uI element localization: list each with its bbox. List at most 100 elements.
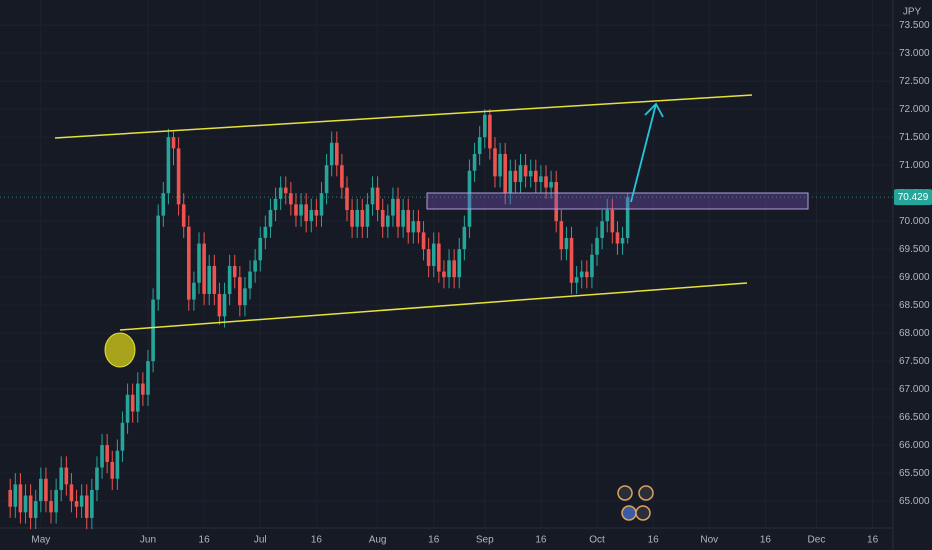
last-price-box <box>894 189 932 206</box>
candle-body <box>391 198 395 216</box>
x-tick-label: 16 <box>311 535 323 546</box>
candle-body <box>375 187 380 210</box>
candle-body <box>401 209 405 227</box>
candle-body <box>49 501 53 513</box>
candle-body <box>217 293 222 317</box>
candle-body <box>590 254 594 278</box>
y-tick-label: 68.500 <box>899 300 930 311</box>
x-tick-label: 16 <box>867 535 879 546</box>
candle-body <box>340 165 344 188</box>
candle-body <box>156 215 160 300</box>
candle-body <box>176 148 181 205</box>
candle-body <box>309 209 314 222</box>
candle-body <box>243 288 247 306</box>
candle-body <box>625 197 630 238</box>
candle-body <box>304 204 308 222</box>
candle-body <box>299 204 303 216</box>
candle-body <box>64 467 69 485</box>
candle-body <box>54 489 58 513</box>
candle-body <box>8 489 13 507</box>
y-tick-label: 72.000 <box>899 104 930 115</box>
channel-lower <box>119 282 748 331</box>
candle-body <box>44 478 48 502</box>
candle-body <box>600 221 604 238</box>
channel-upper <box>54 94 753 139</box>
candle-body <box>380 209 385 227</box>
candle-body <box>125 394 130 423</box>
axes: 65.000 65.500 66.000 66.500 67.000 67.500 68.0… <box>0 20 932 546</box>
x-tick-label: Jul <box>254 535 267 546</box>
candle-body <box>324 165 329 194</box>
candle-body <box>283 187 288 194</box>
marker-circle <box>104 332 136 368</box>
candle-body <box>350 209 354 227</box>
candle-body <box>472 153 477 171</box>
candle-body <box>253 260 257 272</box>
candle-body <box>171 137 176 149</box>
y-tick-label: 66.500 <box>899 412 930 423</box>
candle-body <box>508 170 513 194</box>
candle-body <box>90 489 94 518</box>
y-tick-label: 68.000 <box>899 328 930 339</box>
candle-body <box>39 478 43 502</box>
candle-body <box>135 383 140 412</box>
x-tick-label: 16 <box>760 535 772 546</box>
candle-body <box>18 484 23 513</box>
candle-body <box>69 484 74 502</box>
candle-body <box>84 495 89 518</box>
candle-body <box>329 142 334 166</box>
candle-body <box>258 237 263 261</box>
candle-body <box>426 249 431 266</box>
candle-body <box>273 198 278 210</box>
candle-body <box>79 495 84 507</box>
event-icon <box>617 485 633 501</box>
candle-body <box>396 198 400 227</box>
candle-body <box>105 445 109 462</box>
candle-body <box>513 170 518 182</box>
candle-body <box>202 243 206 294</box>
candle-body <box>289 193 293 205</box>
candle-body <box>207 265 212 294</box>
arrow-head <box>644 102 664 118</box>
candle-body <box>585 271 589 278</box>
y-tick-label: 71.500 <box>899 132 930 143</box>
candle-body <box>130 394 135 412</box>
candle-body <box>554 181 559 222</box>
candle-body <box>370 187 375 205</box>
candle-body <box>498 153 502 177</box>
candle-body <box>544 176 548 188</box>
y-tick-label: 70.000 <box>899 216 930 227</box>
candle-body <box>23 495 28 513</box>
candle-body <box>161 193 166 216</box>
currency-label: JPY <box>903 7 922 18</box>
y-tick-label: 65.000 <box>899 496 930 507</box>
x-tick-label: 16 <box>535 535 547 546</box>
candle-body <box>232 265 237 278</box>
candles <box>8 109 630 530</box>
candle-body <box>100 445 104 468</box>
candle-body <box>248 271 252 289</box>
candle-body <box>345 187 349 210</box>
x-tick-label: Jun <box>140 535 156 546</box>
candle-body <box>431 243 436 266</box>
candle-body <box>59 467 64 490</box>
candle-body <box>462 226 467 250</box>
candle-body <box>74 501 79 507</box>
y-tick-label: 67.500 <box>899 356 930 367</box>
candle-body <box>467 170 472 227</box>
candle-body <box>539 176 543 182</box>
candle-body <box>503 153 507 194</box>
candle-body <box>95 467 99 490</box>
candle-body <box>222 293 227 317</box>
candle-body <box>227 265 232 294</box>
y-tick-label: 65.500 <box>899 468 930 479</box>
candle-body <box>549 181 553 188</box>
x-tick-label: Dec <box>808 535 826 546</box>
y-tick-label: 71.000 <box>899 160 930 171</box>
candle-body <box>192 282 196 300</box>
candle-body <box>482 114 487 138</box>
x-tick-label: May <box>31 535 50 546</box>
candle-body <box>564 237 569 250</box>
candle-body <box>574 277 579 283</box>
